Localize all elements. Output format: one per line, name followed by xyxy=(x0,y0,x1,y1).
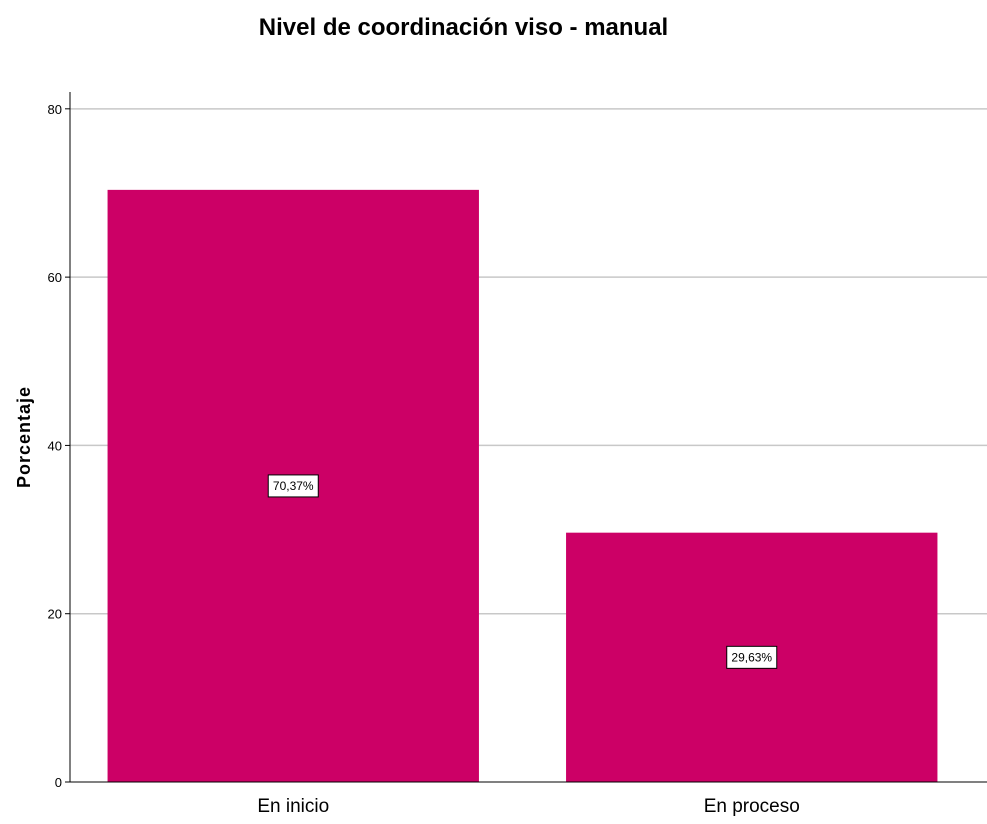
data-label: 70,37% xyxy=(273,479,314,493)
y-tick-label: 20 xyxy=(48,607,62,622)
y-ticks: 0 20 40 60 80 xyxy=(48,102,70,790)
x-tick-label: En proceso xyxy=(704,796,800,817)
data-labels: 70,37% 29,63% xyxy=(267,474,778,669)
x-tick-label: En inicio xyxy=(257,796,329,817)
y-tick-label: 0 xyxy=(55,775,62,790)
bars xyxy=(107,189,938,783)
chart-title: Nivel de coordinación viso - manual xyxy=(258,14,669,41)
data-label-box xyxy=(267,474,319,498)
axes xyxy=(69,92,987,783)
y-tick-label: 60 xyxy=(48,270,62,285)
y-tick-label: 80 xyxy=(48,102,62,117)
y-tick-label: 40 xyxy=(48,438,62,453)
y-axis-title: Porcentaje xyxy=(14,386,34,488)
data-label: 29,63% xyxy=(731,650,772,664)
x-tick-labels: En inicio En proceso xyxy=(257,796,799,817)
data-label-box xyxy=(726,645,778,669)
